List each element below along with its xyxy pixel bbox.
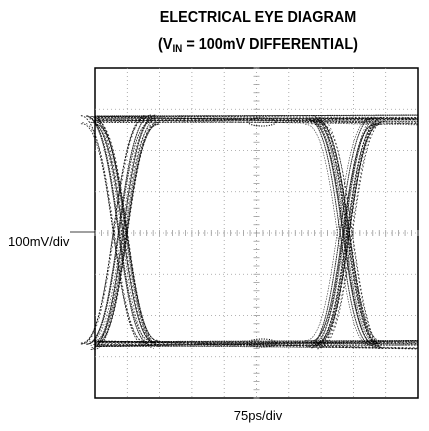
subtitle-prefix: (V [158, 35, 173, 53]
title: ELECTRICAL EYE DIAGRAM [160, 8, 357, 26]
x-scale-label: 75ps/div [234, 408, 283, 423]
y-scale-label: 100mV/div [8, 234, 70, 249]
subtitle-subscript: IN [172, 44, 182, 56]
subtitle: (VIN = 100mV DIFFERENTIAL) [158, 35, 358, 55]
subtitle-suffix: = 100mV DIFFERENTIAL) [182, 35, 358, 53]
page: ELECTRICAL EYE DIAGRAM (VIN = 100mV DIFF… [0, 0, 429, 431]
eye-diagram: ELECTRICAL EYE DIAGRAM (VIN = 100mV DIFF… [0, 0, 429, 431]
